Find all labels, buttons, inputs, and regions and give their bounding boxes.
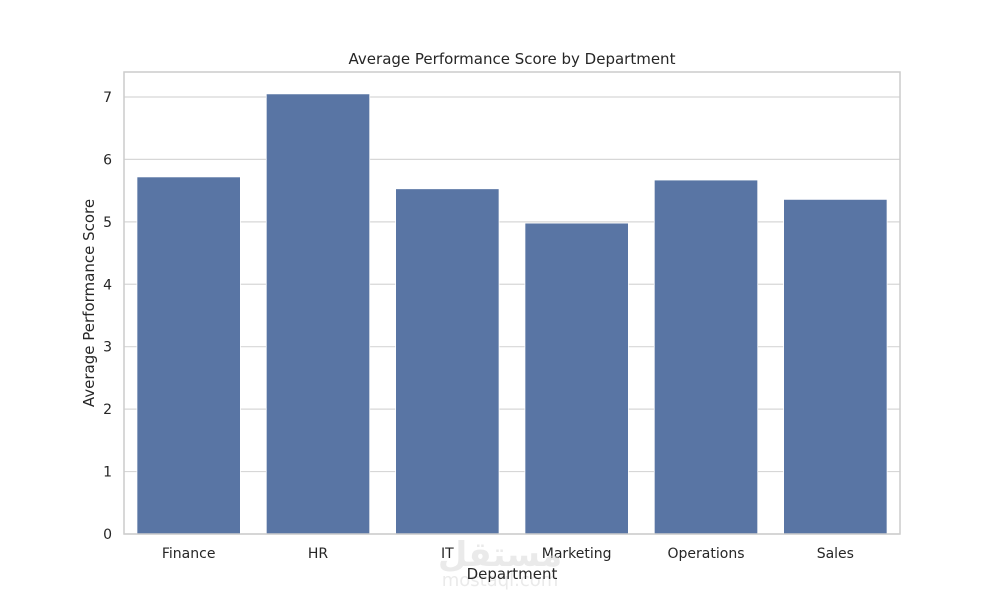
bar-sales [783, 198, 888, 535]
bars [136, 93, 888, 535]
x-tick-label-operations: Operations [668, 546, 745, 562]
x-tick-label-sales: Sales [817, 546, 854, 562]
x-axis-title: Department [467, 565, 558, 583]
x-tick-labels: Finance HR IT Marketing Operations Sales [162, 546, 854, 562]
chart-title: Average Performance Score by Department [349, 50, 676, 68]
watermark-sub-text: mostaql.com [442, 570, 559, 591]
x-tick-label-it: IT [441, 546, 454, 562]
bar-hr [265, 93, 371, 535]
watermark-logo: مستقل mostaql.com [438, 535, 562, 591]
gridlines [124, 96, 900, 535]
bar-finance [136, 176, 241, 535]
y-tick-label: 2 [103, 402, 112, 418]
y-tick-labels: 0 1 2 3 4 5 6 7 [103, 90, 112, 543]
bar-it [395, 188, 500, 535]
y-tick-label: 0 [103, 527, 112, 543]
bar-marketing [524, 222, 629, 535]
watermark-logo-text: مستقل [438, 535, 562, 575]
y-tick-label: 6 [103, 152, 112, 168]
y-axis-title: Average Performance Score [80, 199, 98, 407]
y-tick-label: 1 [103, 465, 112, 481]
y-tick-label: 4 [103, 277, 112, 293]
y-tick-label: 7 [103, 90, 112, 106]
bar-operations [653, 179, 759, 535]
x-tick-label-hr: HR [308, 546, 329, 562]
x-tick-label-marketing: Marketing [542, 546, 612, 562]
y-tick-label: 5 [103, 215, 112, 231]
y-tick-label: 3 [103, 340, 112, 356]
plot-frame [123, 71, 901, 535]
x-tick-label-finance: Finance [162, 546, 216, 562]
